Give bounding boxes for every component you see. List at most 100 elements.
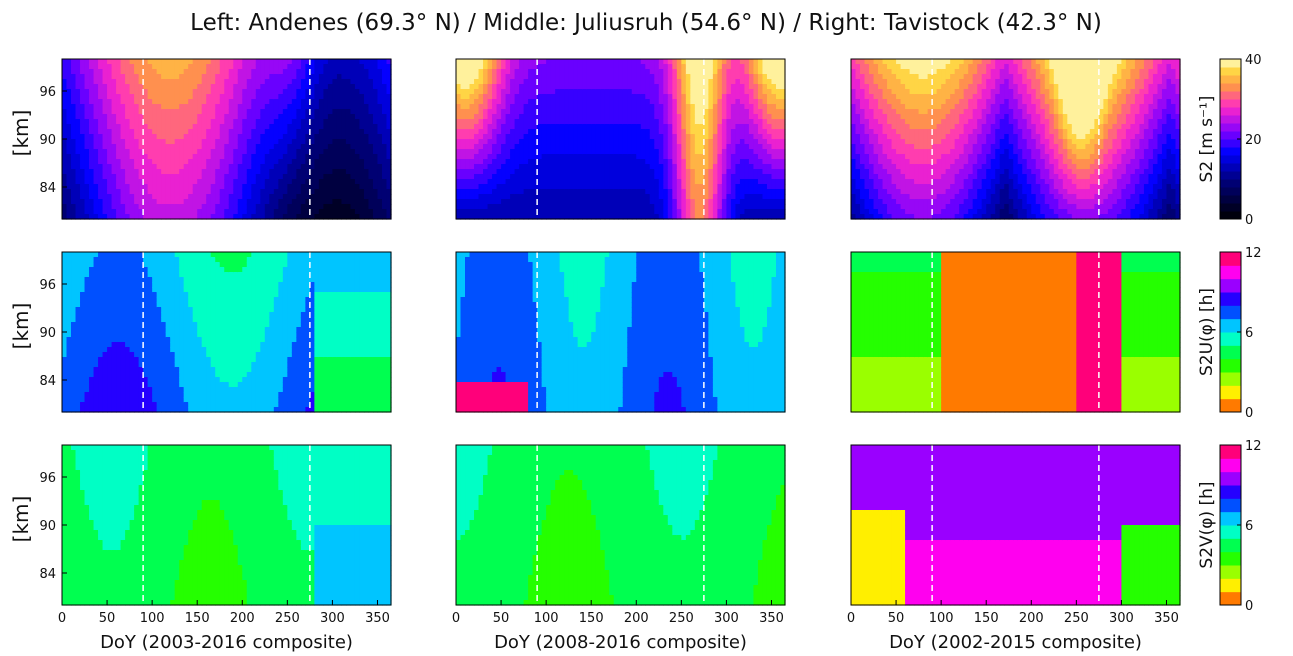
heatmap-cell xyxy=(98,119,103,125)
heatmap-cell xyxy=(636,104,641,110)
heatmap-cell xyxy=(265,144,270,150)
heatmap-cell xyxy=(474,129,479,135)
heatmap-cell xyxy=(887,189,892,195)
heatmap-cell xyxy=(202,64,207,70)
heatmap-cell xyxy=(681,159,686,165)
heatmap-cell xyxy=(125,169,130,175)
heatmap-cell xyxy=(274,164,279,170)
heatmap-cell xyxy=(260,124,265,130)
heatmap-cell xyxy=(368,129,373,135)
heatmap-cell xyxy=(560,109,565,115)
heatmap-cell xyxy=(632,94,637,100)
heatmap-cell xyxy=(708,59,713,65)
heatmap-cell xyxy=(152,89,157,95)
heatmap-cell xyxy=(555,114,560,120)
heatmap-cell xyxy=(251,69,256,75)
heatmap-cell xyxy=(211,74,216,80)
heatmap-cell xyxy=(179,69,184,75)
heatmap-cell xyxy=(116,194,121,200)
heatmap-cell xyxy=(479,69,484,75)
heatmap-cell xyxy=(578,174,583,180)
heatmap-cell xyxy=(555,204,560,210)
heatmap-cell xyxy=(501,79,506,85)
heatmap-cell xyxy=(461,184,466,190)
heatmap-cell xyxy=(71,129,76,135)
heatmap-cell xyxy=(659,154,664,160)
heatmap-cell xyxy=(632,144,637,150)
heatmap-cell xyxy=(461,164,466,170)
heatmap-cell xyxy=(148,74,153,80)
heatmap-cell xyxy=(587,199,592,205)
heatmap-cell xyxy=(368,104,373,110)
heatmap-cell xyxy=(233,189,238,195)
heatmap-cell xyxy=(856,164,861,170)
heatmap-cell xyxy=(94,84,99,90)
heatmap-cell xyxy=(578,204,583,210)
heatmap-cell xyxy=(211,194,216,200)
heatmap-cell xyxy=(238,84,243,90)
heatmap-cell xyxy=(116,64,121,70)
heatmap-cell xyxy=(749,139,754,145)
heatmap-cell xyxy=(749,74,754,80)
heatmap-cell xyxy=(148,79,153,85)
heatmap-cell xyxy=(202,209,207,215)
heatmap-cell xyxy=(483,119,488,125)
heatmap-cell xyxy=(771,184,776,190)
heatmap-cell xyxy=(474,59,479,65)
heatmap-cell xyxy=(506,59,511,65)
heatmap-cell xyxy=(274,139,279,145)
heatmap-cell xyxy=(85,144,90,150)
heatmap-cell xyxy=(726,119,731,125)
heatmap-cell xyxy=(341,189,346,195)
heatmap-cell xyxy=(483,104,488,110)
heatmap-cell xyxy=(103,94,108,100)
heatmap-cell xyxy=(740,174,745,180)
heatmap-cell xyxy=(569,189,574,195)
heatmap-cell xyxy=(350,74,355,80)
heatmap-cell xyxy=(681,194,686,200)
heatmap-cell xyxy=(762,89,767,95)
heatmap-cell xyxy=(528,109,533,115)
heatmap-cell xyxy=(887,94,892,100)
heatmap-cell xyxy=(874,89,879,95)
heatmap-cell xyxy=(636,114,641,120)
heatmap-cell xyxy=(238,69,243,75)
heatmap-cell xyxy=(564,59,569,65)
heatmap-cell xyxy=(98,209,103,215)
heatmap-cell xyxy=(865,204,870,210)
heatmap-cell xyxy=(314,79,319,85)
heatmap-cell xyxy=(67,179,72,185)
heatmap-cell xyxy=(341,109,346,115)
heatmap-cell xyxy=(677,79,682,85)
heatmap-cell xyxy=(98,139,103,145)
heatmap-cell xyxy=(341,74,346,80)
heatmap-cell xyxy=(296,74,301,80)
heatmap-cell xyxy=(892,94,897,100)
heatmap-cell xyxy=(686,84,691,90)
heatmap-cell xyxy=(605,59,610,65)
heatmap-cell xyxy=(292,94,297,100)
heatmap-cell xyxy=(107,189,112,195)
heatmap-cell xyxy=(161,194,166,200)
heatmap-cell xyxy=(206,179,211,185)
heatmap-cell xyxy=(771,134,776,140)
heatmap-cell xyxy=(627,144,632,150)
heatmap-cell xyxy=(134,129,139,135)
heatmap-cell xyxy=(883,104,888,110)
heatmap-cell xyxy=(175,59,180,65)
heatmap-cell xyxy=(470,179,475,185)
heatmap-cell xyxy=(851,209,856,215)
heatmap-cell xyxy=(524,119,529,125)
heatmap-cell xyxy=(609,154,614,160)
heatmap-cell xyxy=(856,129,861,135)
heatmap-cell xyxy=(564,179,569,185)
heatmap-cell xyxy=(193,89,198,95)
heatmap-cell xyxy=(663,159,668,165)
heatmap-cell xyxy=(179,79,184,85)
heatmap-cell xyxy=(722,209,727,215)
heatmap-cell xyxy=(708,204,713,210)
heatmap-cell xyxy=(125,209,130,215)
heatmap-cell xyxy=(112,59,117,65)
heatmap-cell xyxy=(600,64,605,70)
heatmap-cell xyxy=(851,174,856,180)
